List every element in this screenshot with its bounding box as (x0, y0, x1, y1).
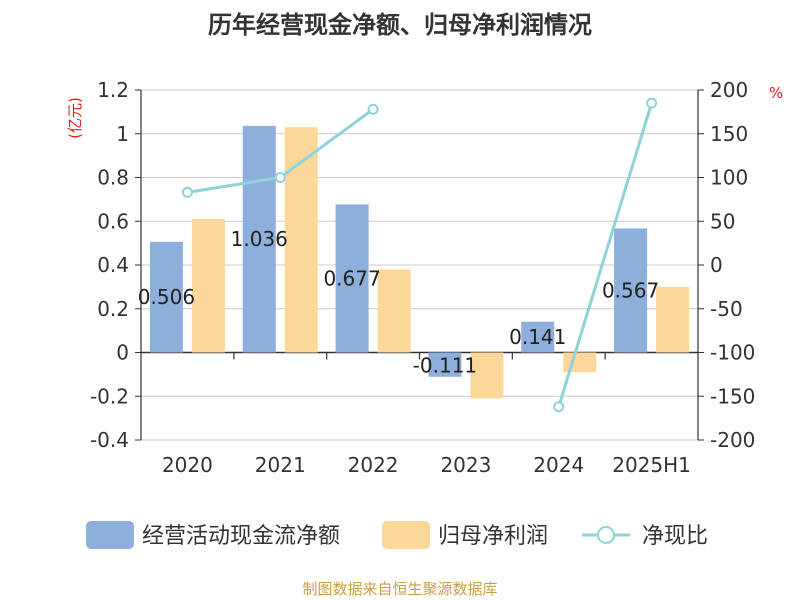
ratio-point (553, 401, 565, 413)
bar-net-profit (284, 127, 318, 353)
left-tick-label: -0.2 (90, 384, 129, 408)
axes: 1.2 1 0.8 0.6 0.4 0.2 0 -0.2 -0.4 200 150 100 50 0 -50… (90, 78, 755, 477)
bar-cashflow (242, 125, 276, 353)
legend-label: 经营活动现金流净额 (142, 524, 340, 549)
bar-cashflow (614, 228, 648, 353)
ratio-line-segment (557, 102, 654, 408)
ratio-point (181, 186, 193, 198)
right-tick-label: 150 (710, 122, 748, 146)
left-tick-label: 0 (116, 341, 129, 365)
bar-cashflow (149, 241, 183, 353)
right-axis-unit: % (769, 84, 783, 102)
bar-net-profit (470, 352, 504, 399)
bar-cashflow (335, 204, 369, 353)
legend-label: 净现比 (642, 524, 708, 549)
bar-data-label: 0.567 (602, 278, 659, 302)
left-tick-label: 1 (116, 122, 129, 146)
data-labels: 0.506 1.036 0.677 -0.111 0.141 0.567 (138, 227, 659, 377)
right-tick-label: -150 (710, 384, 755, 408)
left-tick-label: 0.2 (97, 297, 129, 321)
ratio-point (646, 97, 658, 109)
bar-cashflow (521, 321, 555, 353)
right-tick-label: 200 (710, 78, 748, 102)
left-axis-unit: (亿元) (66, 97, 84, 139)
ratio-point (274, 172, 286, 183)
right-tick-label: -200 (710, 428, 755, 452)
bar-net-profit (377, 269, 411, 353)
bar-net-profit (563, 352, 597, 373)
x-tick-label: 2025H1 (612, 453, 691, 477)
bar-data-label: 0.141 (509, 325, 566, 349)
left-tick-label: 1.2 (97, 78, 129, 102)
legend-label: 归母净利润 (438, 524, 548, 549)
bar-net-profit (191, 219, 225, 353)
bar-net-profit (656, 286, 690, 353)
ratio-point (367, 103, 379, 115)
left-tick-label: 0.4 (97, 253, 129, 277)
bar-data-label: 0.677 (323, 266, 380, 290)
source-note: 制图数据来自恒生聚源数据库 (302, 580, 497, 598)
left-tick-label: 0.6 (97, 209, 129, 233)
x-tick-label: 2020 (162, 453, 213, 477)
bar-data-label: 1.036 (231, 227, 288, 251)
legend-swatch (86, 521, 134, 549)
x-tick-label: 2024 (533, 453, 584, 477)
bar-cashflow (428, 352, 462, 377)
right-tick-label: 0 (710, 253, 723, 277)
right-tick-label: 50 (710, 209, 735, 233)
x-tick-label: 2022 (348, 453, 399, 477)
x-tick-label: 2021 (255, 453, 306, 477)
right-tick-label: -100 (710, 341, 755, 365)
legend-swatch (382, 521, 430, 549)
ratio-line (181, 97, 658, 413)
legend: 经营活动现金流净额 归母净利润 净现比 (86, 521, 708, 549)
chart-title: 历年经营现金净额、归母净利润情况 (208, 11, 592, 39)
right-tick-label: 100 (710, 166, 748, 190)
bars (149, 125, 690, 399)
right-tick-label: -50 (710, 297, 743, 321)
left-tick-label: -0.4 (90, 428, 129, 452)
x-tick-label: 2023 (440, 453, 491, 477)
legend-marker (597, 526, 615, 544)
left-tick-label: 0.8 (97, 166, 129, 190)
bar-data-label: 0.506 (138, 285, 195, 309)
bar-data-label: -0.111 (413, 354, 477, 378)
